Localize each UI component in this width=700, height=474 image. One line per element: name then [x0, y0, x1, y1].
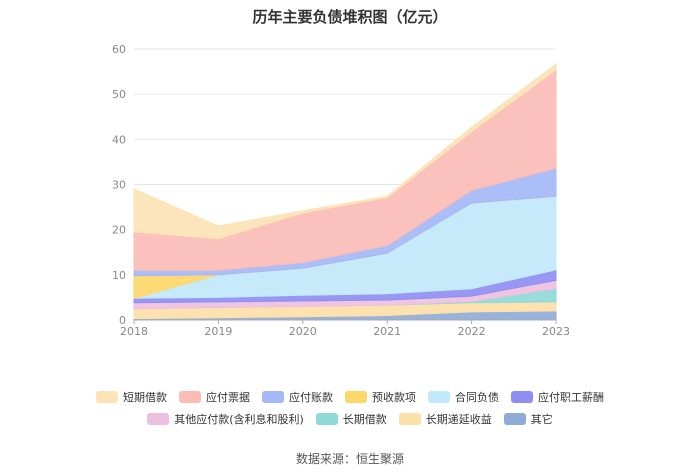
legend-label: 预收款项: [372, 391, 416, 404]
legend-label: 长期借款: [342, 413, 387, 426]
legend-item-1[interactable]: 应付票据: [179, 389, 250, 405]
legend-swatch: [428, 391, 450, 403]
legend-item-8[interactable]: 长期递延收益: [398, 411, 492, 427]
legend-label: 其它: [530, 413, 553, 426]
legend-item-6[interactable]: 其他应付款(含利息和股利): [147, 411, 304, 427]
y-tick-label-30: 30: [112, 179, 126, 192]
area-series-9: [133, 62, 557, 240]
legend-label: 应付票据: [206, 391, 250, 404]
legend-swatch: [96, 391, 118, 403]
legend-label: 应付职工薪酬: [538, 391, 604, 404]
x-tick-label-2023: 2023: [542, 325, 570, 338]
y-tick-label-40: 40: [112, 133, 126, 146]
legend-swatch: [503, 413, 526, 425]
legend-swatch: [262, 391, 284, 403]
y-tick-label-0: 0: [119, 314, 126, 327]
x-tick-label-2019: 2019: [204, 325, 232, 338]
legend-item-9[interactable]: 其它: [503, 411, 553, 427]
x-tick-label-2021: 2021: [373, 325, 401, 338]
y-tick-label-20: 20: [112, 224, 126, 237]
x-tick-label-2022: 2022: [458, 325, 486, 338]
y-tick-label-10: 10: [112, 269, 126, 282]
legend-label: 应付账款: [289, 391, 333, 404]
y-tick-label-50: 50: [112, 88, 126, 101]
legend-swatch: [398, 413, 421, 425]
legend-item-2[interactable]: 应付账款: [262, 389, 333, 405]
legend-item-5[interactable]: 应付职工薪酬: [511, 389, 604, 405]
legend-swatch: [511, 391, 533, 403]
legend-item-7[interactable]: 长期借款: [315, 411, 387, 427]
y-tick-label-60: 60: [112, 43, 126, 56]
legend-label: 短期借款: [123, 391, 167, 404]
x-tick-label-2018: 2018: [120, 325, 148, 338]
legend-row-2: 其他应付款(含利息和股利) 长期借款 长期递延收益 其它: [0, 408, 700, 430]
legend: 短期借款 应付票据 应付账款 预收款项 合同负债 应付职工薪酬 其他应付款(含利息和股利)…: [0, 386, 700, 430]
legend-swatch: [345, 391, 367, 403]
legend-row-1: 短期借款 应付票据 应付账款 预收款项 合同负债 应付职工薪酬: [0, 386, 700, 408]
legend-label: 长期递延收益: [425, 413, 492, 426]
legend-item-3[interactable]: 预收款项: [345, 389, 416, 405]
legend-label: 合同负债: [455, 391, 499, 404]
legend-item-0[interactable]: 短期借款: [96, 389, 167, 405]
legend-swatch: [179, 391, 201, 403]
legend-swatch: [147, 413, 170, 425]
legend-label: 其他应付款(含利息和股利): [174, 413, 304, 426]
data-source: 数据来源：恒生聚源: [295, 452, 404, 466]
chart-title: 历年主要负债堆积图（亿元）: [252, 8, 448, 26]
x-tick-label-2020: 2020: [289, 325, 317, 338]
legend-item-4[interactable]: 合同负债: [428, 389, 499, 405]
legend-swatch: [315, 413, 338, 425]
